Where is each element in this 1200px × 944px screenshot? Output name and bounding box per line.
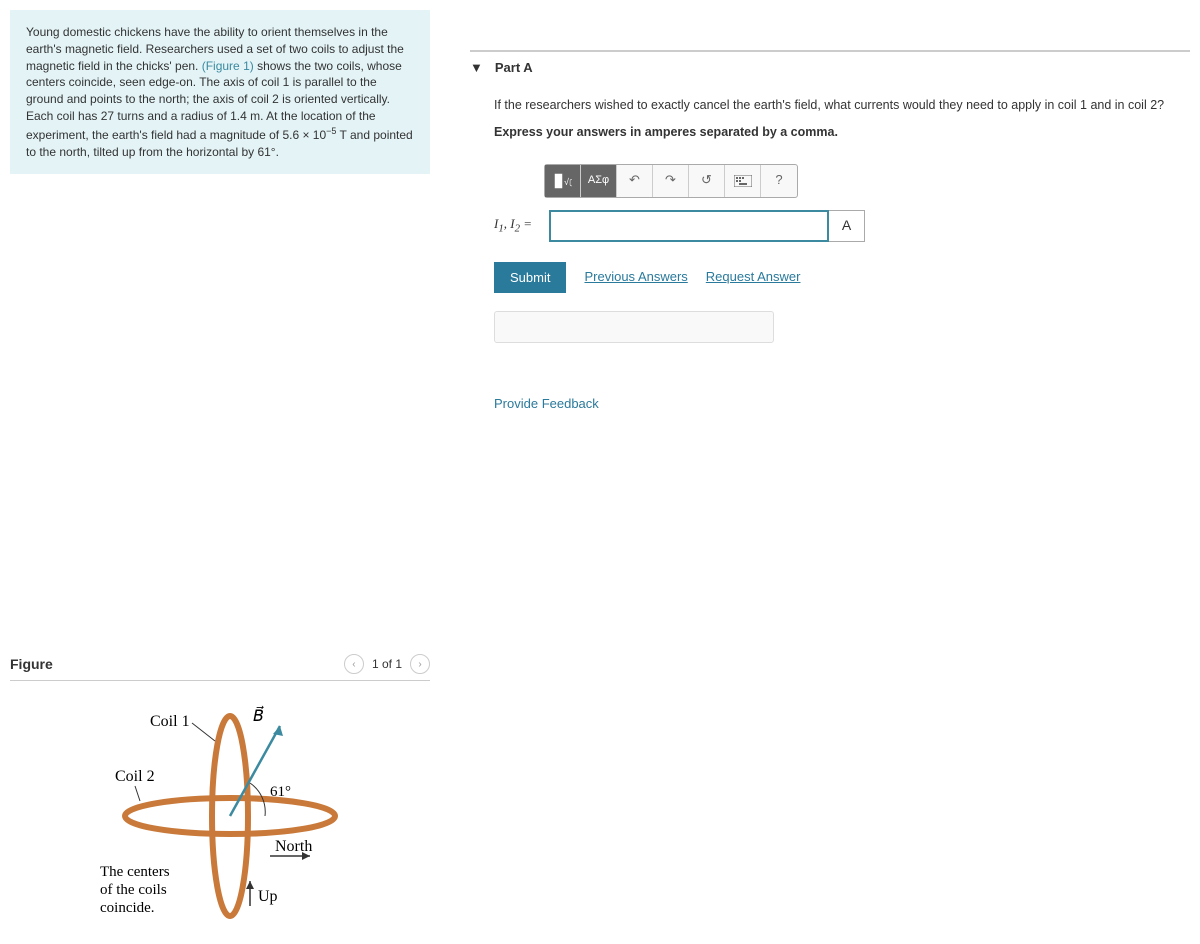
greek-tool-button[interactable]: ΑΣφ [581,165,617,197]
north-label: North [275,838,312,855]
feedback-placeholder [494,311,774,343]
formula-toolbar: √▢ ΑΣφ ↶ ↷ ↺ ? [544,164,798,198]
figure-pager: 1 of 1 [372,657,402,671]
angle-label: 61° [270,784,291,800]
previous-answers-link[interactable]: Previous Answers [584,266,687,288]
exponent: −5 [326,126,336,136]
answer-unit: A [829,210,865,242]
undo-button[interactable]: ↶ [617,165,653,197]
request-answer-link[interactable]: Request Answer [706,266,801,288]
svg-text:of the coils: of the coils [100,882,167,898]
submit-button[interactable]: Submit [494,262,566,293]
figure-prev-button[interactable]: ‹ [344,654,364,674]
collapse-icon[interactable]: ▼ [470,60,483,75]
figure-diagram: Coil 1 Coil 2 B⃗ 61° North Up The center… [10,701,430,934]
problem-statement: Young domestic chickens have the ability… [10,10,430,174]
b-label: B⃗ [253,705,264,725]
reset-button[interactable]: ↺ [689,165,725,197]
figure-next-button[interactable]: › [410,654,430,674]
svg-text:The centers: The centers [100,864,170,880]
figure-title: Figure [10,656,53,672]
template-tool-button[interactable]: √▢ [545,165,581,197]
instruction-text: Express your answers in amperes separate… [494,122,1190,143]
figure-reference: (Figure 1) [202,59,254,73]
redo-button[interactable]: ↷ [653,165,689,197]
keyboard-button[interactable] [725,165,761,197]
help-button[interactable]: ? [761,165,797,197]
coil2-label: Coil 2 [115,768,155,785]
answer-input[interactable] [549,210,829,242]
question-text: If the researchers wished to exactly can… [494,95,1190,116]
part-a-title: Part A [495,60,533,75]
coil1-label: Coil 1 [150,713,190,730]
svg-text:√▢: √▢ [564,177,572,187]
provide-feedback-link[interactable]: Provide Feedback [494,393,1190,415]
answer-label: I1, I2 = [494,213,549,238]
